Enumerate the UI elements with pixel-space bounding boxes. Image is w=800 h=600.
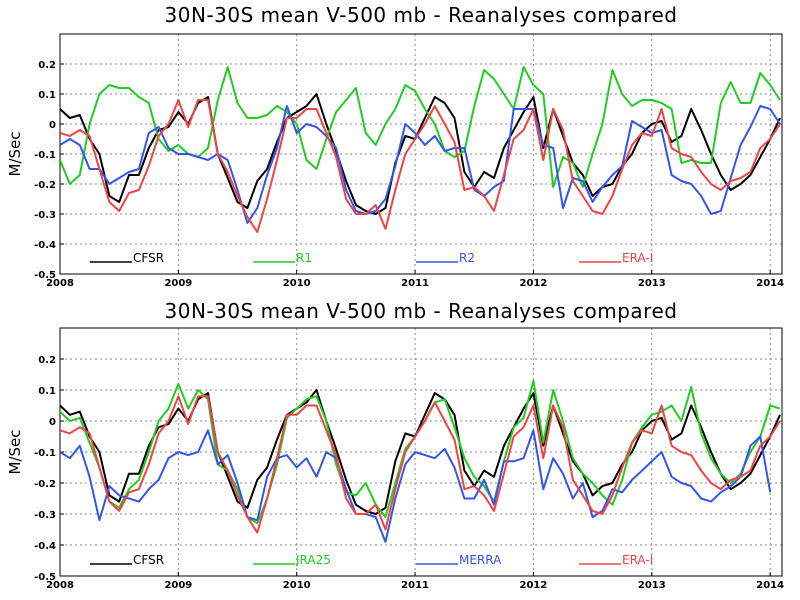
legend-label: JRA25 <box>295 553 331 567</box>
y-tick-label: -0.3 <box>34 210 56 221</box>
y-tick-label: 0.2 <box>38 355 56 366</box>
x-tick-label: 2014 <box>756 580 784 591</box>
x-tick-label: 2012 <box>520 580 548 591</box>
y-tick-label: 0.1 <box>38 386 56 397</box>
plot-frame <box>59 33 783 275</box>
legend-label: ERA-I <box>622 553 653 567</box>
y-tick-label: -0.5 <box>34 572 56 583</box>
y-tick-label: -0.2 <box>34 479 56 490</box>
x-tick-label: 2009 <box>164 580 192 591</box>
series-line-cfsr <box>60 93 781 215</box>
x-tick-label: 2008 <box>46 580 74 591</box>
y-tick-label: 0 <box>49 417 56 428</box>
x-tick-label: 2011 <box>401 580 429 591</box>
x-tick-label: 2009 <box>164 278 192 289</box>
x-tick-label: 2013 <box>638 278 666 289</box>
legend-label: R1 <box>296 251 312 265</box>
y-tick-label: -0.1 <box>34 448 56 459</box>
y-axis-label: M/Sec <box>6 132 24 177</box>
legend-label: MERRA <box>459 553 502 567</box>
y-tick-label: 0.1 <box>38 90 56 101</box>
x-tick-label: 2014 <box>756 278 784 289</box>
chart-title: 30N-30S mean V-500 mb - Reanalyses compa… <box>165 299 678 323</box>
series-line-era-i <box>60 395 781 534</box>
y-tick-label: -0.5 <box>34 270 56 281</box>
x-tick-label: 2013 <box>638 580 666 591</box>
chart-title: 30N-30S mean V-500 mb - Reanalyses compa… <box>165 3 678 27</box>
x-tick-label: 2008 <box>46 278 74 289</box>
y-tick-label: -0.2 <box>34 180 56 191</box>
legend-label: R2 <box>459 251 475 265</box>
x-tick-label: 2010 <box>283 278 311 289</box>
y-tick-label: -0.4 <box>34 541 56 552</box>
series-line-r1 <box>60 66 781 188</box>
top-panel: 30N-30S mean V-500 mb - Reanalyses compa… <box>6 3 784 289</box>
series-line-era-i <box>60 99 781 233</box>
legend-label: CFSR <box>133 553 164 567</box>
legend-label: CFSR <box>133 251 164 265</box>
series-line-merra <box>60 429 772 543</box>
x-tick-label: 2010 <box>283 580 311 591</box>
series-group <box>60 379 781 543</box>
series-line-r2 <box>60 105 781 224</box>
legend-label: ERA-I <box>622 251 653 265</box>
y-axis-label: M/Sec <box>6 430 24 475</box>
y-tick-label: -0.3 <box>34 510 56 521</box>
series-line-cfsr <box>60 389 781 515</box>
y-tick-label: 0 <box>49 120 56 131</box>
bottom-panel: 30N-30S mean V-500 mb - Reanalyses compa… <box>6 299 784 591</box>
x-tick-label: 2012 <box>520 278 548 289</box>
y-tick-label: -0.4 <box>34 240 56 251</box>
x-tick-label: 2011 <box>401 278 429 289</box>
y-tick-label: 0.2 <box>38 60 56 71</box>
y-tick-label: -0.1 <box>34 150 56 161</box>
series-group <box>60 66 781 233</box>
